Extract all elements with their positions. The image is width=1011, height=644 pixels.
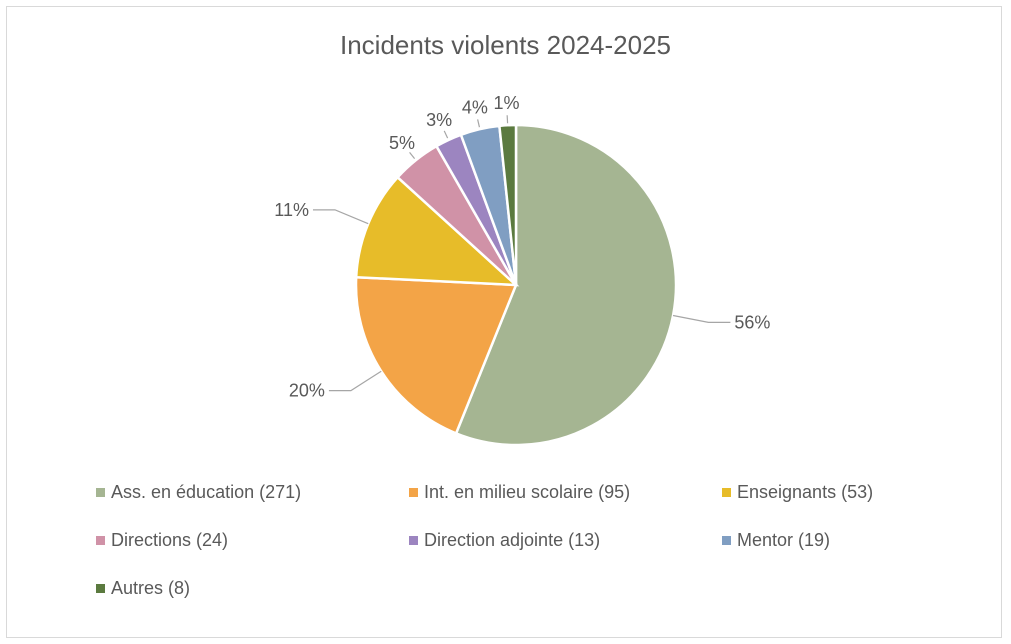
legend-label-mentor: Mentor (19) <box>737 530 831 550</box>
legend-swatch-direction-adjointe <box>409 536 418 545</box>
legend-label-direction-adjointe: Direction adjointe (13) <box>424 530 601 550</box>
legend-item-ass-en-ducation: Ass. en éducation (271) <box>96 482 301 503</box>
data-label-mentor: 4% <box>462 98 488 118</box>
leader-line-enseignants <box>312 209 369 225</box>
legend-label-int-en-milieu-scolaire: Int. en milieu scolaire (95) <box>424 482 631 502</box>
legend-swatch-autres <box>96 584 105 593</box>
legend-swatch-enseignants <box>722 488 731 497</box>
leader-line-directions <box>409 152 416 160</box>
legend-item-direction-adjointe: Direction adjointe (13) <box>409 530 600 551</box>
leader-line-int-en-milieu-scolaire <box>328 370 382 392</box>
legend-swatch-int-en-milieu-scolaire <box>409 488 418 497</box>
legend-swatch-mentor <box>722 536 731 545</box>
data-label-enseignants: 11% <box>274 200 309 220</box>
legend-label-enseignants: Enseignants (53) <box>737 482 874 502</box>
legend-label-ass-en-ducation: Ass. en éducation (271) <box>111 482 302 502</box>
legend-item-autres: Autres (8) <box>96 578 190 599</box>
legend-swatch-directions <box>96 536 105 545</box>
leader-line-mentor <box>477 119 481 128</box>
pie-slice-enseignants <box>354 175 520 287</box>
data-label-int-en-milieu-scolaire: 20% <box>289 381 325 401</box>
legend-label-autres: Autres (8) <box>111 578 191 598</box>
legend-item-int-en-milieu-scolaire: Int. en milieu scolaire (95) <box>409 482 630 503</box>
legend-item-enseignants: Enseignants (53) <box>722 482 873 503</box>
leader-line-ass-en-ducation <box>672 314 731 323</box>
legend-label-directions: Directions (24) <box>111 530 229 550</box>
data-label-directions: 5% <box>389 133 415 153</box>
data-label-direction-adjointe: 3% <box>426 110 452 130</box>
chart-title: Incidents violents 2024-2025 <box>339 30 671 60</box>
data-label-ass-en-ducation: 56% <box>734 312 770 332</box>
pie-slice-autres <box>498 123 518 286</box>
data-label-autres: 1% <box>494 93 520 113</box>
legend-item-directions: Directions (24) <box>96 530 228 551</box>
pie-slice-int-en-milieu-scolaire <box>354 275 518 435</box>
legend-item-mentor: Mentor (19) <box>722 530 830 551</box>
legend-swatch-ass-en-ducation <box>96 488 105 497</box>
leader-line-direction-adjointe <box>443 130 449 139</box>
